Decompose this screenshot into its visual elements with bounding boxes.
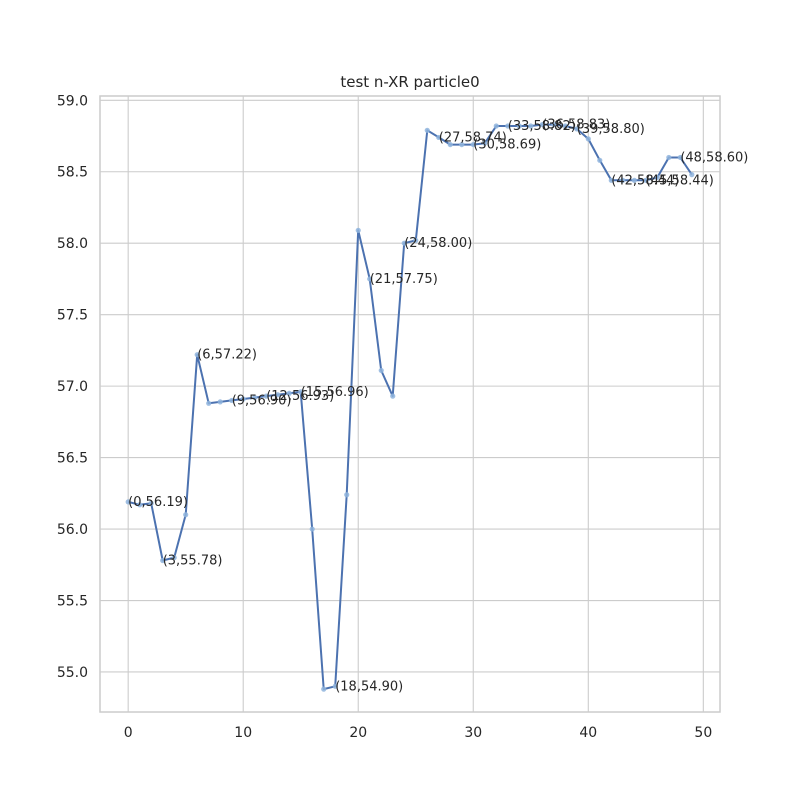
- data-point: [286, 390, 292, 396]
- data-point: [677, 154, 683, 161]
- data-point: [608, 177, 614, 183]
- data-point: [332, 683, 338, 689]
- data-point: [424, 127, 430, 133]
- data-point: [148, 500, 154, 506]
- point-annotation: (39,58.80): [577, 122, 645, 137]
- point-annotation: (0,56.19): [128, 495, 188, 510]
- data-point: [562, 123, 568, 129]
- data-point: [344, 492, 350, 498]
- point-annotation: (45,58.44): [646, 173, 714, 188]
- x-tick-label: 50: [694, 725, 712, 741]
- y-tick-label: 58.0: [57, 236, 88, 252]
- data-point: [125, 499, 131, 505]
- y-tick-label: 58.5: [57, 165, 88, 181]
- data-point: [390, 393, 396, 399]
- data-point: [194, 352, 200, 358]
- data-point: [470, 141, 476, 148]
- data-point: [413, 237, 419, 243]
- data-point: [137, 502, 143, 508]
- data-point: [436, 134, 442, 141]
- data-point: [263, 393, 269, 399]
- data-point: [643, 177, 649, 183]
- data-point: [597, 157, 603, 163]
- data-point: [367, 276, 373, 282]
- data-point: [275, 392, 281, 398]
- y-tick-label: 56.0: [57, 522, 88, 538]
- data-point: [309, 526, 315, 532]
- y-tick-label: 57.0: [57, 379, 88, 395]
- data-point: [516, 123, 522, 129]
- point-annotation: (30,58.69): [473, 138, 541, 153]
- chart-title: test n-XR particle0: [340, 73, 479, 91]
- data-point: [171, 555, 177, 561]
- point-annotation: (18,54.90): [335, 679, 403, 694]
- data-point: [551, 121, 557, 128]
- x-tick-label: 10: [234, 725, 252, 741]
- point-annotation: (21,57.75): [370, 272, 438, 287]
- point-annotations: (0,56.19) (3,55.78) (6,57.22) (9,56.90)(12,…: [128, 118, 748, 695]
- data-point: [528, 123, 534, 129]
- data-point: [240, 396, 246, 402]
- data-point: [206, 400, 212, 406]
- series-line-group: [127, 123, 693, 691]
- point-annotation: (42,58.44): [611, 173, 679, 188]
- point-annotation: (9,56.90): [232, 393, 292, 408]
- data-point: [229, 397, 235, 404]
- data-point: [355, 227, 361, 233]
- x-tick-label: 30: [464, 725, 482, 741]
- data-point: [160, 557, 166, 564]
- data-point: [298, 389, 304, 395]
- data-point: [378, 367, 384, 374]
- y-tick-label: 59.0: [57, 93, 88, 109]
- data-point: [505, 123, 511, 129]
- data-point: [574, 126, 580, 132]
- data-point: [585, 136, 591, 142]
- data-point: [447, 141, 453, 148]
- data-point: [631, 177, 637, 183]
- axis-tick-labels: 0 10 20 30 40 50 55.0 55.5 56.0 56.5 57.0 57.5 58.0 5…: [57, 93, 712, 741]
- y-tick-label: 55.5: [57, 594, 88, 610]
- point-annotation: (24,58.00): [404, 236, 472, 251]
- plot-frame: [99, 95, 721, 713]
- point-annotation: (36,58.83): [542, 118, 610, 133]
- data-point: [493, 123, 499, 129]
- data-point: [654, 174, 660, 181]
- y-tick-label: 57.5: [57, 308, 88, 324]
- data-point: [539, 121, 545, 128]
- point-annotation: (15,56.96): [301, 385, 369, 400]
- grid-lines: [100, 96, 720, 712]
- data-point: [482, 140, 488, 146]
- series-markers: [125, 121, 695, 692]
- data-point: [689, 172, 695, 178]
- x-tick-label: 40: [579, 725, 597, 741]
- y-tick-label: 56.5: [57, 451, 88, 467]
- y-tick-label: 55.0: [57, 665, 88, 681]
- point-annotation: (12,56.93): [266, 389, 334, 404]
- data-point: [401, 240, 407, 246]
- x-tick-label: 20: [349, 725, 367, 741]
- data-point: [459, 141, 465, 148]
- point-annotation: (27,58.74): [439, 130, 507, 145]
- data-point: [252, 394, 258, 401]
- data-point: [217, 399, 223, 405]
- x-tick-label: 0: [124, 725, 133, 741]
- point-annotation: (6,57.22): [197, 348, 257, 363]
- data-point: [321, 686, 327, 692]
- point-annotation: (3,55.78): [163, 554, 223, 569]
- point-annotation: (48,58.60): [680, 150, 748, 165]
- data-point: [183, 512, 189, 518]
- point-annotation: (33,58.82): [508, 119, 576, 134]
- series-line: [127, 123, 693, 691]
- data-point: [666, 154, 672, 161]
- data-point: [620, 177, 626, 183]
